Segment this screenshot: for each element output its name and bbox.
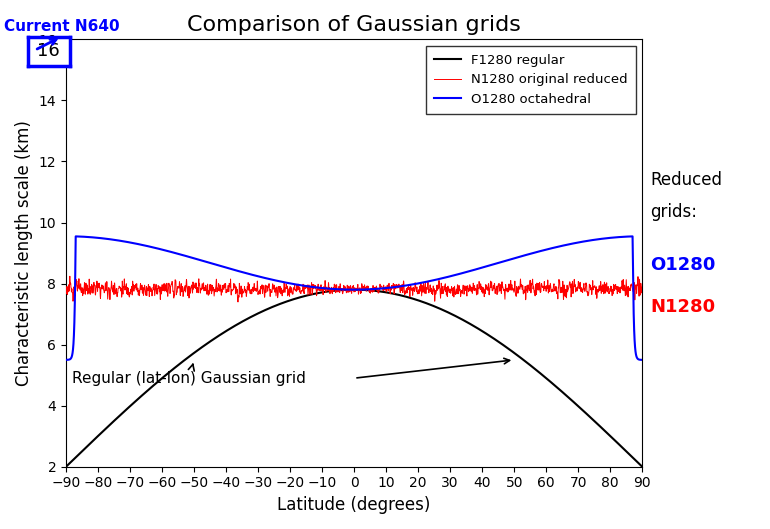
N1280 original reduced (517, 284, 527, 290)
Line: O1280 octahedral: O1280 octahedral (66, 236, 642, 360)
N1280 original reduced (638, 284, 647, 290)
N1280 original reduced (65, 273, 75, 279)
Legend: F1280 regular, N1280 original reduced, O1280 octahedral: F1280 regular, N1280 original reduced, O… (427, 46, 636, 114)
F1280 regular (194, 346, 203, 353)
Text: Current N640: Current N640 (4, 19, 119, 33)
F1280 regular (638, 463, 647, 470)
Text: N1280: N1280 (650, 298, 715, 316)
O1280 octahedral (194, 257, 203, 263)
F1280 regular (445, 310, 454, 316)
O1280 octahedral (71, 233, 80, 240)
Y-axis label: Characteristic length scale (km): Characteristic length scale (km) (15, 120, 33, 386)
O1280 octahedral (445, 273, 454, 280)
O1280 octahedral (517, 253, 527, 259)
N1280 original reduced (246, 287, 255, 293)
N1280 original reduced (233, 299, 243, 305)
Line: F1280 regular: F1280 regular (66, 290, 642, 467)
O1280 octahedral (62, 357, 71, 363)
F1280 regular (246, 314, 255, 321)
O1280 octahedral (246, 271, 255, 278)
F1280 regular (62, 463, 71, 470)
N1280 original reduced (246, 290, 256, 297)
Title: Comparison of Gaussian grids: Comparison of Gaussian grids (187, 15, 521, 35)
Text: O1280: O1280 (650, 256, 715, 273)
F1280 regular (246, 314, 255, 321)
X-axis label: Latitude (degrees): Latitude (degrees) (277, 496, 431, 514)
Text: grids:: grids: (650, 203, 697, 221)
Text: Reduced: Reduced (650, 171, 722, 189)
Text: Regular (lat-lon) Gaussian grid: Regular (lat-lon) Gaussian grid (72, 364, 306, 386)
F1280 regular (517, 355, 527, 362)
F1280 regular (504, 345, 513, 352)
O1280 octahedral (246, 271, 255, 278)
Line: N1280 original reduced: N1280 original reduced (66, 276, 642, 302)
O1280 octahedral (638, 357, 647, 363)
N1280 original reduced (194, 276, 203, 282)
N1280 original reduced (445, 289, 454, 295)
F1280 regular (350, 287, 359, 293)
N1280 original reduced (62, 289, 71, 295)
Text: 16: 16 (37, 42, 60, 60)
O1280 octahedral (504, 257, 513, 263)
N1280 original reduced (504, 288, 513, 295)
